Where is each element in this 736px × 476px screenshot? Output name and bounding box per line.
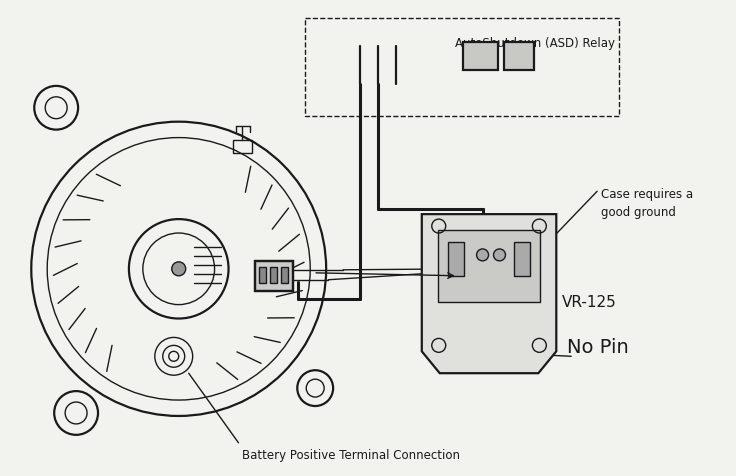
Bar: [255, 261, 293, 291]
Bar: [255, 261, 293, 291]
Bar: [514, 242, 531, 276]
Circle shape: [171, 262, 185, 276]
Bar: [281, 267, 289, 283]
Bar: [463, 43, 498, 71]
Circle shape: [494, 249, 506, 261]
Circle shape: [477, 249, 489, 261]
Bar: [438, 230, 540, 302]
Bar: [305, 19, 619, 117]
Text: VR-125: VR-125: [562, 295, 617, 309]
Bar: [270, 267, 277, 283]
Bar: [233, 140, 252, 154]
Bar: [504, 43, 534, 71]
Bar: [447, 242, 464, 276]
Polygon shape: [422, 215, 556, 373]
Bar: [259, 267, 266, 283]
Text: Case requires a
good ground: Case requires a good ground: [601, 188, 693, 219]
Text: Battery Positive Terminal Connection: Battery Positive Terminal Connection: [242, 448, 461, 461]
Text: AutoShutdown (ASD) Relay: AutoShutdown (ASD) Relay: [455, 37, 615, 50]
Text: No Pin: No Pin: [567, 337, 629, 356]
